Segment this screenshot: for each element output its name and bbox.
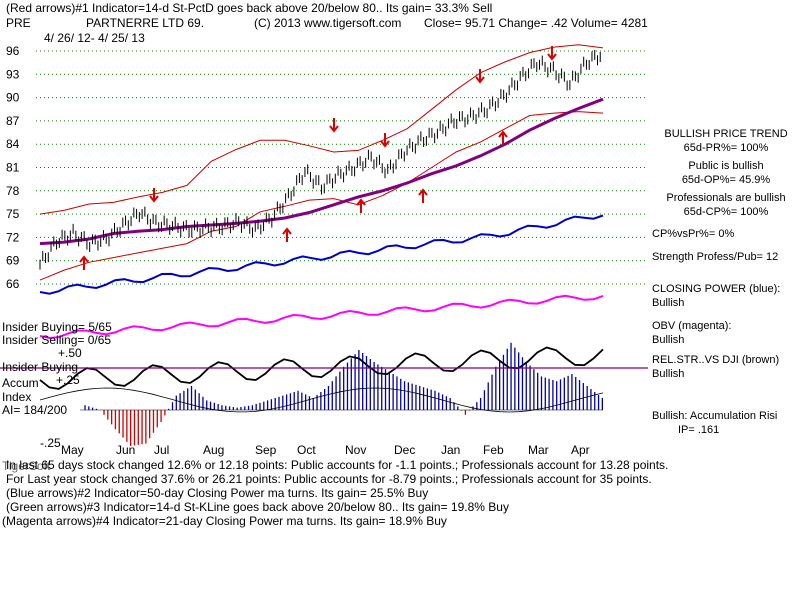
index-label: Index xyxy=(2,390,32,404)
public-title: Public is bullish xyxy=(688,160,764,172)
copyright: (C) 2013 www.tigersoft.com xyxy=(254,16,402,30)
y-tick-label: 72 xyxy=(6,230,20,244)
lower-band-line xyxy=(39,111,604,281)
closing-power-title: CLOSING POWER (blue): xyxy=(652,283,781,295)
cp-vs-pr: CP%vsPr%= 0% xyxy=(652,228,735,240)
month-axis-labels: May Jun Jul Aug Sep Oct Nov Dec Jan Feb Mar Apr xyxy=(61,443,590,457)
footer-year-stats: For Last year stock changed 37.6% or 26.… xyxy=(6,472,652,486)
accumulation-bars xyxy=(80,342,604,446)
x-tick-label: Jun xyxy=(116,443,135,457)
relstr-title: REL.STR..VS DJI (brown) xyxy=(652,354,780,366)
cp-value: 65d-CP%= 100% xyxy=(683,206,769,218)
obv-title: OBV (magenta): xyxy=(652,320,732,332)
y-tick-label: 87 xyxy=(6,114,20,128)
red-down-arrow-head xyxy=(475,76,485,84)
obv-value: Bullish xyxy=(652,334,685,346)
header-red-arrows-line: (Red arrows)#1 Indicator=14-d St-PctD go… xyxy=(6,1,493,15)
op-value: 65d-OP%= 45.9% xyxy=(681,174,771,186)
strength-ratio: Strength Profess/Pub= 12 xyxy=(652,251,779,263)
red-down-arrow-head xyxy=(547,53,557,61)
moving-average-line xyxy=(39,97,604,246)
y-tick-label: 66 xyxy=(6,277,20,291)
y-tick-label: 81 xyxy=(6,161,20,175)
y-tick-label: 69 xyxy=(6,254,20,268)
x-tick-label: Dec xyxy=(394,443,415,457)
x-tick-label: Apr xyxy=(571,443,590,457)
x-tick-label: Aug xyxy=(203,443,224,457)
trend-title: BULLISH PRICE TREND xyxy=(664,128,788,140)
accum-title: Bullish: Accumulation Risi xyxy=(652,410,778,422)
pr-value: 65d-PR%= 100% xyxy=(683,142,769,154)
company-name: PARTNERRE LTD 69. xyxy=(86,16,205,30)
red-up-arrow-head xyxy=(356,198,366,206)
x-tick-label: Jan xyxy=(441,443,460,457)
ai-value: AI= 184/200 xyxy=(2,403,68,417)
accum-label: Accum xyxy=(2,376,39,390)
x-tick-label: Sep xyxy=(255,443,277,457)
x-tick-label: Mar xyxy=(528,443,549,457)
x-tick-label: Nov xyxy=(345,443,366,457)
ticker-symbol: PRE xyxy=(6,16,31,30)
x-tick-label: Oct xyxy=(297,443,316,457)
insider-buying-label: Insider Buying xyxy=(2,360,79,374)
ip-value: IP= .161 xyxy=(678,424,720,436)
date-range: 4/ 26/ 12- 4/ 25/ 13 xyxy=(44,31,145,45)
tigersoft-watermark: TigerSoft xyxy=(2,459,51,473)
footer-65-day-stats: In last 65 days stock changed 12.6% or 1… xyxy=(6,458,669,472)
plus-25-label: +.25 xyxy=(56,373,80,387)
y-tick-label: 90 xyxy=(6,91,20,105)
red-up-arrow-head xyxy=(79,255,89,263)
price-gridlines xyxy=(36,50,648,285)
footer-magenta-arrows: (Magenta arrows)#4 Indicator=21-day Clos… xyxy=(2,514,447,528)
y-tick-label: 84 xyxy=(6,137,20,151)
y-tick-label: 78 xyxy=(6,184,20,198)
red-down-arrow-head xyxy=(149,195,159,203)
red-down-arrow-head xyxy=(380,140,390,148)
pros-title: Professionals are bullish xyxy=(666,192,786,204)
y-tick-label: 75 xyxy=(6,207,20,221)
upper-band-line xyxy=(39,44,604,215)
insider-selling-count: Insider Selling= 0/65 xyxy=(2,333,112,347)
plus-50-label: +.50 xyxy=(58,346,82,360)
insider-buying-count: Insider Buying= 5/65 xyxy=(2,320,112,334)
price-axis-labels: 96 93 90 87 84 81 78 75 72 69 66 xyxy=(6,44,20,291)
footer-blue-arrows: (Blue arrows)#2 Indicator=50-day Closing… xyxy=(6,486,429,500)
minus-25-label: -.25 xyxy=(40,436,61,450)
red-up-arrow-head xyxy=(498,130,508,138)
accumulation-trend-line xyxy=(39,387,604,413)
y-tick-label: 96 xyxy=(6,44,20,58)
signal-arrows xyxy=(79,46,557,270)
x-tick-label: May xyxy=(61,443,84,457)
obv-line xyxy=(39,294,604,340)
relstr-value: Bullish xyxy=(652,368,685,380)
red-up-arrow-head xyxy=(282,227,292,235)
footer-green-arrows: (Green arrows)#3 Indicator=14-d St-KLine… xyxy=(6,500,509,514)
y-tick-label: 93 xyxy=(6,67,20,81)
x-tick-label: Feb xyxy=(483,443,504,457)
red-down-arrow-head xyxy=(329,125,339,133)
closing-power-value: Bullish xyxy=(652,297,685,309)
x-tick-label: Jul xyxy=(154,443,169,457)
red-up-arrow-head xyxy=(418,188,428,196)
closing-power-line xyxy=(39,214,604,295)
indicator-lines xyxy=(39,44,604,413)
quote-info: Close= 95.71 Change= .42 Volume= 4281 xyxy=(424,16,648,30)
